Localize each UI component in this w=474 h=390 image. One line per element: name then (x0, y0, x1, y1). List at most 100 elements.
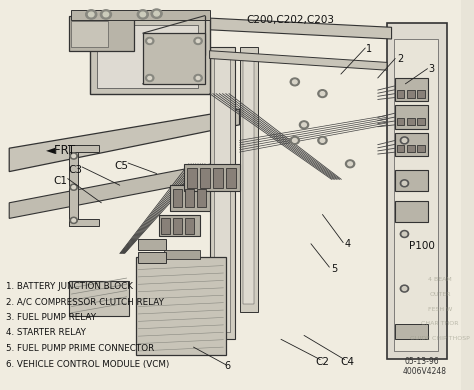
Circle shape (72, 186, 75, 189)
Text: C4: C4 (340, 357, 354, 367)
Bar (417, 118, 425, 125)
Bar (159, 215, 201, 236)
Bar (407, 145, 415, 152)
Circle shape (154, 11, 159, 16)
Circle shape (100, 10, 111, 19)
Bar (394, 39, 438, 351)
Text: C2: C2 (316, 357, 329, 367)
Bar (185, 218, 194, 234)
Bar (200, 168, 210, 188)
Circle shape (318, 90, 327, 98)
Circle shape (401, 180, 409, 187)
Bar (136, 257, 226, 355)
Circle shape (318, 136, 327, 144)
Bar (395, 170, 428, 191)
Bar (69, 148, 78, 226)
Text: ◄FRT: ◄FRT (46, 144, 76, 157)
Circle shape (70, 153, 77, 159)
Bar (171, 185, 210, 211)
Circle shape (137, 10, 148, 19)
Text: 4. STARTER RELAY: 4. STARTER RELAY (6, 328, 85, 337)
Circle shape (402, 138, 407, 142)
Circle shape (146, 74, 154, 82)
Bar (417, 90, 425, 98)
Bar (397, 90, 404, 98)
Bar (197, 189, 206, 207)
Text: CHAR THOR: CHAR THOR (421, 321, 459, 326)
Bar (214, 55, 230, 332)
Bar (184, 164, 239, 191)
Text: P100: P100 (409, 241, 435, 252)
Bar (143, 33, 205, 84)
Circle shape (402, 287, 407, 291)
Circle shape (140, 12, 146, 17)
Text: 2: 2 (397, 54, 403, 64)
Circle shape (290, 78, 300, 86)
Circle shape (70, 184, 77, 190)
Circle shape (290, 136, 300, 144)
Circle shape (146, 37, 154, 44)
Bar (138, 252, 166, 263)
Bar (397, 118, 404, 125)
Bar (395, 324, 428, 339)
Bar (395, 201, 428, 222)
Bar (173, 218, 182, 234)
Polygon shape (9, 109, 239, 172)
Bar (69, 281, 129, 316)
Text: 5: 5 (331, 264, 337, 274)
Circle shape (72, 154, 75, 158)
Circle shape (194, 37, 202, 44)
Circle shape (292, 80, 297, 84)
Bar (213, 168, 223, 188)
Text: C3: C3 (68, 165, 82, 175)
Text: 3. FUEL PUMP RELAY: 3. FUEL PUMP RELAY (6, 313, 96, 322)
Text: 1: 1 (366, 44, 373, 54)
Bar (407, 118, 415, 125)
Circle shape (292, 138, 297, 142)
Circle shape (402, 181, 407, 185)
Bar (185, 189, 194, 207)
Bar (387, 23, 447, 359)
Polygon shape (9, 164, 212, 218)
Polygon shape (210, 51, 387, 70)
Bar (395, 78, 428, 101)
Text: 2. A/C COMPRESSOR CLUTCH RELAY: 2. A/C COMPRESSOR CLUTCH RELAY (6, 297, 164, 306)
Circle shape (72, 219, 75, 222)
Bar (243, 55, 254, 304)
Bar (97, 25, 198, 88)
Bar (164, 250, 201, 259)
Bar (173, 189, 182, 207)
Text: 05-13-96: 05-13-96 (404, 357, 439, 367)
Circle shape (196, 76, 200, 80)
Circle shape (401, 285, 409, 292)
Circle shape (196, 39, 200, 43)
Circle shape (348, 162, 352, 166)
Bar (417, 145, 425, 152)
Text: C5: C5 (114, 161, 128, 171)
Bar (69, 145, 99, 152)
Circle shape (148, 76, 152, 80)
Circle shape (300, 121, 309, 129)
Circle shape (70, 217, 77, 223)
Text: C200,C202,C203: C200,C202,C203 (246, 15, 335, 25)
Text: 4: 4 (345, 239, 351, 249)
Bar (407, 90, 415, 98)
Polygon shape (83, 12, 392, 39)
Bar (72, 10, 210, 20)
Circle shape (401, 230, 409, 238)
Circle shape (320, 138, 325, 142)
Bar (239, 47, 258, 312)
Circle shape (194, 74, 202, 82)
Bar (397, 145, 404, 152)
Bar (210, 47, 235, 339)
Bar (395, 133, 428, 156)
Bar (69, 16, 134, 51)
Bar (72, 21, 108, 47)
Text: 1. BATTERY JUNCTION BLOCK: 1. BATTERY JUNCTION BLOCK (6, 282, 133, 291)
Bar (69, 219, 99, 226)
Bar (187, 168, 197, 188)
Text: C1: C1 (53, 176, 67, 186)
Circle shape (346, 160, 355, 168)
Text: FESH W: FESH W (428, 307, 452, 312)
Text: 6. VEHICLE CONTROL MODULE (VCM): 6. VEHICLE CONTROL MODULE (VCM) (6, 360, 169, 369)
